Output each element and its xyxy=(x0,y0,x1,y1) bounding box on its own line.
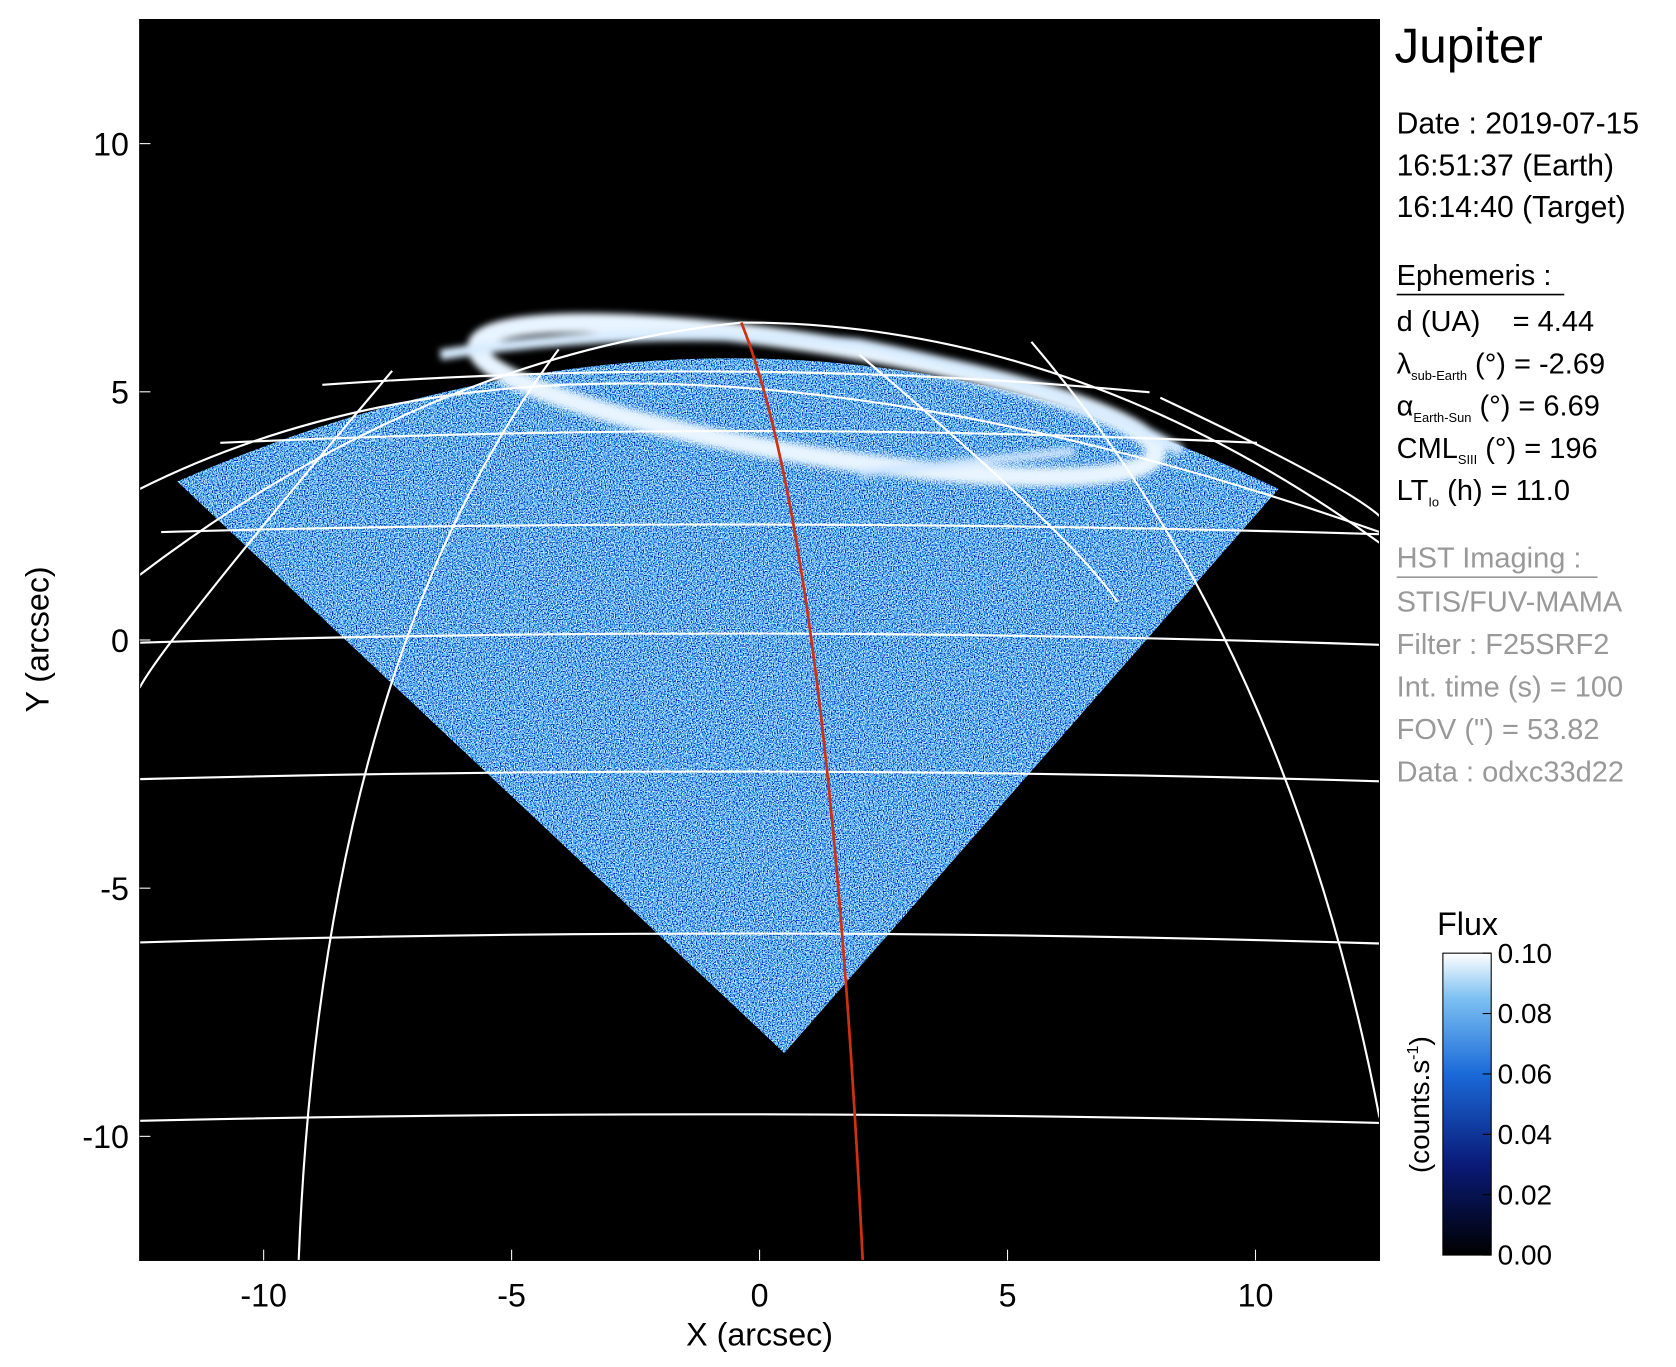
ephemeris-line: λsub-Earth (°) = -2.69 xyxy=(1397,348,1605,382)
date-line: 16:14:40 (Target) xyxy=(1397,191,1626,224)
x-tick-label: 0 xyxy=(751,1278,769,1314)
imaging-heading: HST Imaging : xyxy=(1397,542,1582,574)
ephemeris-line: LTIo (h) = 11.0 xyxy=(1397,475,1570,509)
y-tick-label: 5 xyxy=(111,375,129,411)
x-tick-label: -10 xyxy=(240,1278,287,1314)
colorbar-tick-label: 0.10 xyxy=(1498,938,1552,969)
ephemeris-value: = 4.44 xyxy=(1480,306,1594,338)
ephemeris-heading: Ephemeris : xyxy=(1397,260,1552,292)
imaging-line: STIS/FUV-MAMA xyxy=(1397,587,1623,619)
ephemeris-symbol: α xyxy=(1397,391,1414,423)
ephemeris-value: (°) = -2.69 xyxy=(1467,348,1605,380)
imaging-line: Int. time (s) = 100 xyxy=(1397,671,1623,703)
x-tick-label: 10 xyxy=(1238,1278,1274,1314)
ephemeris-symbol: d (UA) xyxy=(1397,306,1481,338)
info-title: Jupiter xyxy=(1395,19,1543,74)
colorbar-tick-label: 0.06 xyxy=(1498,1059,1552,1090)
ephemeris-symbol: CML xyxy=(1397,433,1458,465)
date-line: Date : 2019-07-15 xyxy=(1397,107,1639,140)
y-tick-label: -5 xyxy=(100,871,129,907)
colorbar-tick-label: 0.00 xyxy=(1498,1240,1552,1271)
colorbar xyxy=(1442,952,1492,1256)
colorbar-tick-label: 0.08 xyxy=(1498,998,1552,1029)
auroral-oval xyxy=(439,313,1185,487)
y-axis-label: Y (arcsec) xyxy=(19,566,55,712)
colorbar-unit: (counts.s-1) xyxy=(1404,1036,1435,1173)
ephemeris-symbol: λ xyxy=(1397,348,1412,380)
imaging-line: Filter : F25SRF2 xyxy=(1397,629,1610,661)
graticule xyxy=(139,321,1380,1261)
x-tick-label: 5 xyxy=(999,1278,1017,1314)
unit-text: (counts.s xyxy=(1404,1060,1435,1173)
imaging-line: FOV (") = 53.82 xyxy=(1397,714,1600,746)
emission-region xyxy=(177,358,1279,1054)
x-tick-label: -5 xyxy=(497,1278,526,1314)
ephemeris-subscript: sub-Earth xyxy=(1411,368,1467,383)
imaging-line: Data : odxc33d22 xyxy=(1397,756,1624,788)
ephemeris-symbol: LT xyxy=(1397,475,1429,507)
colorbar-tick-label: 0.02 xyxy=(1498,1179,1552,1210)
unit-close: ) xyxy=(1404,1036,1435,1045)
ephemeris-subscript: SIII xyxy=(1458,452,1477,467)
ephemeris-subscript: Earth-Sun xyxy=(1413,410,1471,425)
y-tick-label: 10 xyxy=(93,126,129,162)
ephemeris-subscript: Io xyxy=(1428,494,1439,509)
x-axis-label: X (arcsec) xyxy=(686,1316,833,1352)
ephemeris-line: d (UA) = 4.44 xyxy=(1397,306,1594,338)
unit-exponent: -1 xyxy=(1404,1045,1422,1059)
central-meridian xyxy=(740,322,865,1261)
ephemeris-line: αEarth-Sun (°) = 6.69 xyxy=(1397,391,1600,425)
colorbar-title: Flux xyxy=(1437,906,1498,942)
ephemeris-value: (h) = 11.0 xyxy=(1439,475,1570,507)
ephemeris-value: (°) = 196 xyxy=(1477,433,1597,465)
colorbar-tick-label: 0.04 xyxy=(1498,1119,1552,1150)
ephemeris-line: CMLSIII (°) = 196 xyxy=(1397,433,1598,467)
y-tick-label: 0 xyxy=(111,623,129,659)
image xyxy=(139,313,1380,1261)
ephemeris-value: (°) = 6.69 xyxy=(1471,391,1599,423)
y-tick-label: -10 xyxy=(82,1119,129,1155)
date-line: 16:51:37 (Earth) xyxy=(1397,149,1614,182)
